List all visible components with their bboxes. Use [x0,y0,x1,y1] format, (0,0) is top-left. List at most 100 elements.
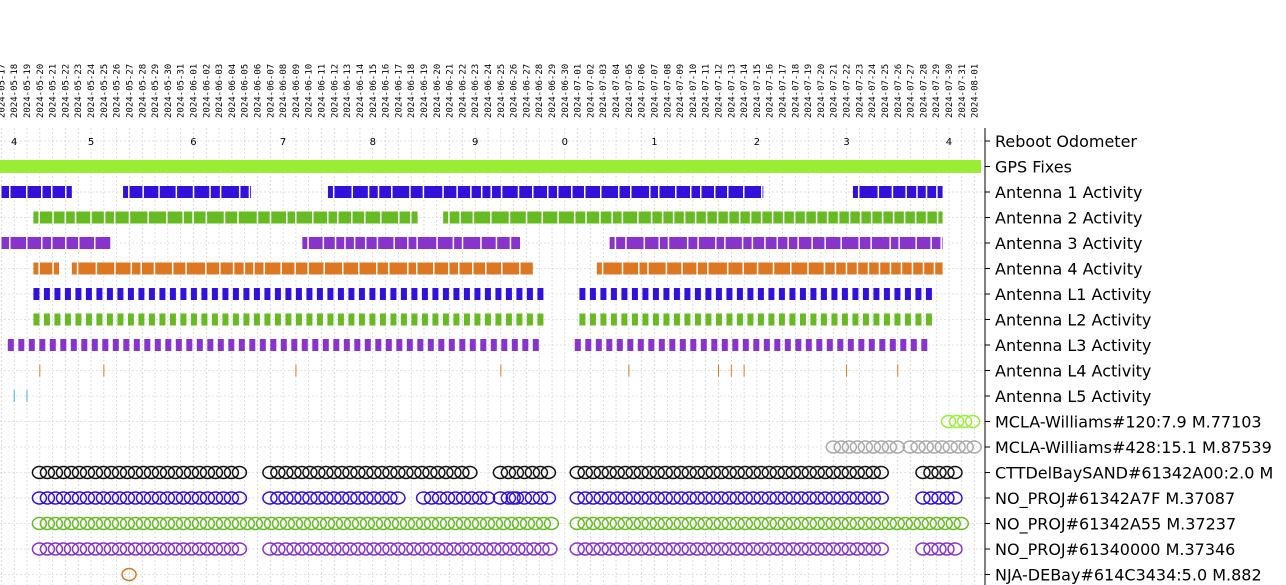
activity-tick [102,339,109,351]
detection-circle [825,465,841,480]
activity-tick [799,288,806,300]
detection-circle [524,491,541,505]
activity-tick [28,339,35,351]
activity-tick [54,288,61,300]
activity-tick [211,313,218,326]
activity-gap [388,262,390,275]
activity-gap [142,186,144,198]
date-tick-label: 2024-06-06 [254,64,264,118]
activity-bar [33,262,60,275]
activity-tick [421,288,428,300]
activity-gap [128,186,130,198]
detection-circle [921,516,937,531]
detection-circle [326,542,342,556]
activity-tick [285,313,292,326]
activity-tick [858,339,865,351]
detection-circle [223,465,240,480]
activity-tick [516,288,523,300]
detection-circle [191,465,208,480]
activity-tick [726,313,733,326]
detection-circle [761,542,777,556]
activity-gap [584,186,586,198]
detection-circle [334,465,350,480]
activity-gap [248,186,251,198]
activity-tick [238,339,245,351]
activity-tick [679,339,686,351]
detection-circle [382,465,398,480]
activity-tick [43,313,50,326]
detection-circle [617,542,633,556]
detection-circle [271,516,288,531]
detection-circle [487,516,504,531]
detection-circle [777,542,793,556]
date-tick-label: 2024-05-27 [125,64,135,118]
activity-tick [186,339,193,351]
detection-circle [540,491,557,505]
detection-circle [31,516,48,531]
detection-circle [399,516,416,531]
detection-circle [406,542,422,556]
activity-gap [922,262,925,275]
activity-tick [627,339,634,351]
detection-circle [127,465,144,480]
activity-tick [810,288,817,300]
detection-circle [721,465,737,480]
activity-tick [127,288,134,300]
activity-gap [410,211,412,224]
detection-circle [63,516,80,531]
date-tick-label: 2024-06-23 [471,64,481,118]
activity-tick [516,313,523,326]
odometer-label: 2 [754,137,760,148]
activity-tick [75,288,82,300]
activity-tick [448,339,455,351]
detection-circle [454,542,470,556]
activity-tick [537,313,544,326]
date-tick-label: 2024-07-13 [727,64,737,118]
detection-circle [335,516,352,531]
detection-circle [95,542,112,556]
activity-gap [433,262,435,275]
activity-tick [49,339,56,351]
activity-tick [295,313,302,326]
activity-gap [845,262,848,275]
detection-circle [270,491,286,505]
activity-gap [889,262,892,275]
activity-gap [877,186,880,198]
activity-gap [665,262,668,275]
detection-circle [479,491,496,505]
detection-circle [223,542,240,556]
activity-gap [764,237,766,249]
activity-tick [816,339,823,351]
detection-circle [55,516,72,531]
detection-circle [873,516,889,531]
detection-circle [745,516,761,531]
activity-tick [201,288,208,300]
detection-circle [945,516,961,531]
detection-circle [793,465,809,480]
activity-gap [147,211,150,224]
date-tick-label: 2024-06-14 [356,64,366,118]
detection-circle [665,516,681,531]
detection-circle [809,516,825,531]
date-tick-label: 2024-06-15 [369,64,379,118]
detection-circle [191,516,208,531]
detection-circle [167,491,184,505]
detection-circle [119,516,136,531]
detection-circle [358,542,374,556]
detection-circle [902,440,918,454]
activity-tick [390,313,397,326]
detection-circle [318,491,334,505]
date-tick-label: 2024-06-16 [382,64,392,118]
detection-circle [95,491,112,505]
detection-circle [295,516,312,531]
activity-tick [411,288,418,300]
detection-circle [697,491,713,505]
activity-gap [683,211,686,224]
detection-circle [430,465,446,480]
detection-circle [159,516,176,531]
detection-circle [737,465,753,480]
detection-circle [947,465,963,480]
date-tick-label: 2024-07-15 [753,64,763,118]
date-tick-label: 2024-07-08 [663,64,673,118]
activity-tick [847,339,854,351]
